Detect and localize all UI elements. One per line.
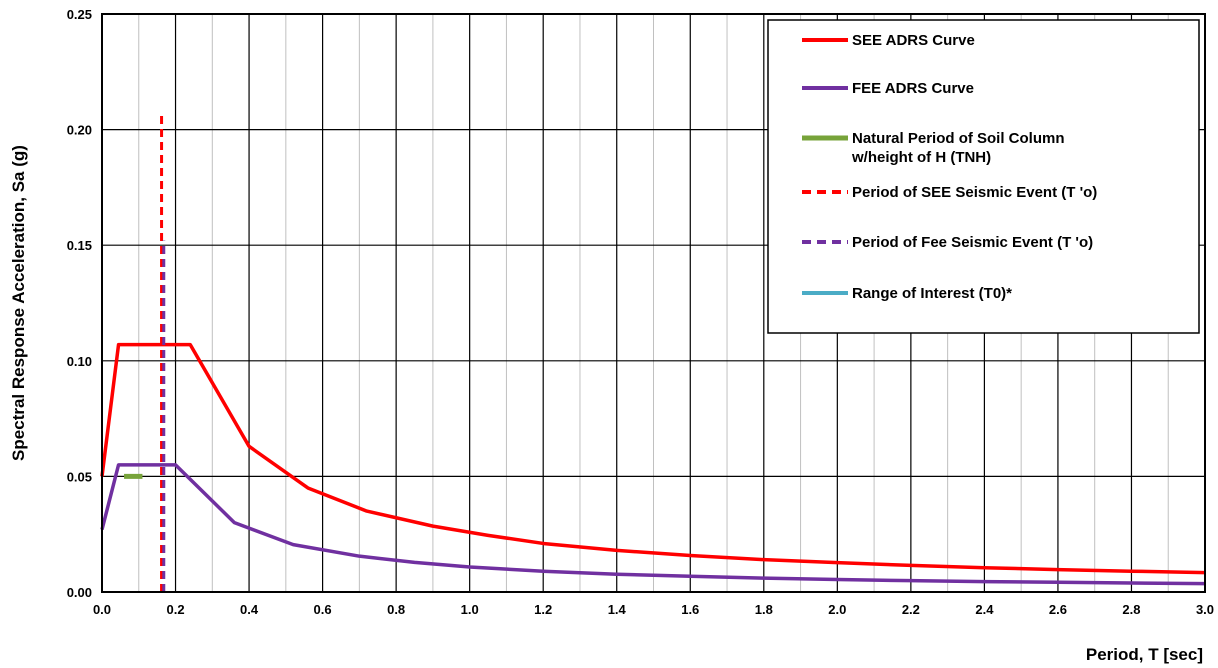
legend-label-1: FEE ADRS Curve	[852, 80, 974, 97]
x-tick-label: 0.4	[240, 602, 259, 617]
x-tick-label: 0.8	[387, 602, 405, 617]
series-line-1	[100, 463, 1206, 586]
x-tick-label: 1.4	[608, 602, 627, 617]
y-axis-title: Spectral Response Acceleration, Sa (g)	[9, 145, 28, 461]
y-tick-label: 0.00	[67, 585, 92, 600]
x-tick-label: 2.2	[902, 602, 920, 617]
plot-frame	[101, 13, 1206, 593]
legend-box	[767, 19, 1200, 334]
y-tick-label: 0.25	[67, 7, 92, 22]
y-tick-label: 0.10	[67, 354, 92, 369]
legend-label-5: Range of Interest (T0)*	[852, 285, 1012, 302]
x-tick-label: 1.6	[681, 602, 699, 617]
x-axis-title: Period, T [sec]	[1086, 645, 1203, 664]
x-tick-label: 2.6	[1049, 602, 1067, 617]
x-tick-label: 1.0	[461, 602, 479, 617]
legend-label-2: Natural Period of Soil Column	[852, 130, 1065, 147]
y-tick-label: 0.15	[67, 238, 92, 253]
x-tick-label: 2.0	[828, 602, 846, 617]
x-tick-label: 0.2	[166, 602, 184, 617]
x-tick-label: 0.6	[314, 602, 332, 617]
series-line-0	[100, 342, 1206, 575]
y-tick-label: 0.20	[67, 123, 92, 138]
legend: SEE ADRS Curve FEE ADRS Curve Natural Peri…	[767, 19, 1200, 334]
x-tick-label: 2.8	[1122, 602, 1140, 617]
legend-label-2: w/height of H (TNH)	[851, 149, 991, 166]
x-tick-label: 3.0	[1196, 602, 1214, 617]
legend-label-0: SEE ADRS Curve	[852, 32, 975, 49]
x-tick-label: 2.4	[975, 602, 994, 617]
legend-label-3: Period of SEE Seismic Event (T 'o)	[852, 184, 1097, 201]
tick-labels: 0.0 0.2 0.4 0.6 0.8 1.0 1.2 1.4 1.6 1.8 2.0 2.2 2.4 2…	[67, 7, 1214, 617]
x-tick-label: 0.0	[93, 602, 111, 617]
series-layer	[100, 111, 1206, 592]
legend-label-4: Period of Fee Seismic Event (T 'o)	[852, 234, 1093, 251]
y-tick-label: 0.05	[67, 469, 92, 484]
x-tick-label: 1.2	[534, 602, 552, 617]
x-tick-label: 1.8	[755, 602, 773, 617]
